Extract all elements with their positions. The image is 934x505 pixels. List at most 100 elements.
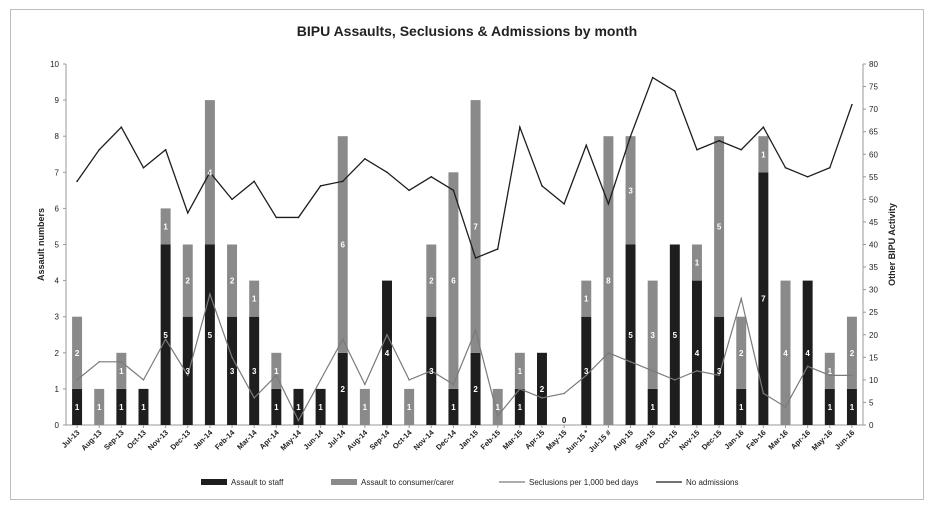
x-tick-label: Oct-15 — [656, 428, 679, 451]
bar-assault-to-consumer — [846, 316, 857, 389]
data-label-staff: 1 — [75, 403, 80, 412]
point-no-admissions — [408, 189, 410, 192]
point-seclusions — [563, 392, 565, 395]
bar-assault-to-consumer — [514, 352, 525, 389]
x-tick-label: Jul-13 — [60, 428, 82, 450]
data-label-consumer: 1 — [274, 367, 279, 376]
data-label-staff: 7 — [761, 295, 766, 304]
data-label-consumer: 1 — [584, 295, 589, 304]
x-tick-label: Nov-13 — [146, 428, 170, 452]
point-seclusions — [209, 293, 211, 295]
y-tick-label: 9 — [55, 96, 60, 105]
bar-assault-to-staff — [824, 388, 835, 425]
x-tick-label: Dec-13 — [168, 428, 192, 452]
data-label-staff: 5 — [628, 331, 633, 340]
bar-assault-to-consumer — [359, 388, 370, 425]
y2-tick-label: 80 — [869, 60, 878, 69]
x-tick-label: Mar-14 — [235, 427, 259, 451]
data-label-staff: 4 — [805, 349, 810, 358]
x-tick-label: Oct-13 — [125, 428, 148, 451]
point-no-admissions — [231, 198, 233, 201]
y-tick-label: 10 — [50, 60, 59, 69]
bar-assault-to-consumer — [470, 100, 481, 353]
point-no-admissions — [806, 176, 809, 178]
bar-assault-to-staff — [581, 316, 592, 425]
data-label-consumer: 1 — [495, 403, 500, 412]
data-label-consumer: 3 — [628, 186, 633, 195]
point-seclusions — [674, 379, 676, 381]
x-tick-label: Apr-16 — [789, 428, 812, 451]
point-no-admissions — [541, 185, 543, 187]
bar-assault-to-staff — [138, 388, 149, 425]
x-tick-label: Jun-14 — [302, 427, 326, 451]
y2-tick-label: 10 — [869, 376, 878, 385]
legend-no-admissions-label: No admissions — [686, 478, 738, 487]
bar-assault-to-staff — [116, 388, 127, 425]
bar-assault-to-staff — [204, 244, 215, 425]
point-no-admissions — [563, 203, 565, 205]
data-label-consumer: 1 — [761, 150, 766, 159]
point-no-admissions — [452, 189, 455, 192]
bar-assault-to-staff — [537, 352, 547, 425]
x-tick-label: Jan-14 — [191, 427, 215, 451]
point-no-admissions — [120, 126, 123, 128]
data-label-consumer: 2 — [850, 349, 855, 358]
y2-tick-label: 50 — [869, 195, 878, 204]
line-seclusions — [76, 292, 852, 422]
y2-tick-label: 40 — [869, 241, 878, 250]
y-tick-label: 3 — [55, 313, 60, 322]
bar-assault-to-consumer — [714, 136, 725, 317]
bar-assault-to-consumer — [227, 244, 238, 317]
bar-assault-to-consumer — [404, 388, 415, 425]
point-seclusions — [629, 361, 632, 363]
x-tick-label: May-14 — [279, 427, 304, 452]
point-seclusions — [585, 374, 588, 377]
point-no-admissions — [98, 148, 101, 151]
point-seclusions — [364, 383, 366, 386]
x-tick-label: Feb-14 — [213, 427, 237, 451]
x-tick-label: Aug-13 — [79, 428, 103, 452]
x-tick-label: Mar-15 — [501, 428, 524, 451]
point-seclusions — [120, 361, 123, 363]
point-no-admissions — [386, 171, 388, 174]
data-label-staff: 1 — [451, 403, 456, 412]
x-tick-label: Apr-14 — [258, 427, 282, 451]
point-seclusions — [851, 374, 853, 377]
data-label-staff: 1 — [274, 403, 279, 412]
bar-assault-to-staff — [625, 244, 636, 425]
point-seclusions — [651, 370, 654, 372]
y-tick-label: 8 — [55, 132, 60, 141]
y2-tick-label: 5 — [869, 398, 874, 407]
bar-assault-to-consumer — [691, 244, 702, 281]
x-tick-label: Feb-16 — [744, 428, 767, 451]
point-seclusions — [452, 383, 455, 386]
point-seclusions — [740, 297, 743, 300]
point-no-admissions — [784, 166, 787, 169]
data-label-staff: 3 — [186, 367, 191, 376]
point-no-admissions — [275, 216, 278, 219]
data-label-staff: 3 — [717, 367, 722, 376]
data-label-consumer: 1 — [252, 295, 257, 304]
bar-assault-to-consumer — [337, 136, 348, 353]
point-no-admissions — [186, 212, 189, 214]
point-no-admissions — [474, 257, 477, 259]
y2-tick-label: 15 — [869, 353, 878, 362]
point-no-admissions — [585, 144, 588, 147]
bar-assault-to-consumer — [448, 172, 459, 389]
x-tick-label: Jun-16 — [833, 428, 856, 451]
y2-axis-title: Other BIPU Activity — [887, 203, 897, 286]
x-tick-label: Apr-15 — [523, 428, 546, 451]
x-tick-label: Jan-15 — [457, 428, 480, 451]
bar-assault-to-staff — [448, 388, 459, 425]
bar-assault-to-consumer — [780, 280, 791, 425]
bar-assault-to-consumer — [647, 280, 658, 389]
data-label-staff: 1 — [296, 403, 301, 412]
point-no-admissions — [762, 126, 765, 128]
x-tick-label: Sep-15 — [633, 428, 657, 452]
data-label-consumer: 2 — [186, 277, 191, 286]
bar-assault-to-staff — [470, 352, 481, 425]
data-label-consumer: 7 — [473, 222, 478, 231]
point-seclusions — [319, 379, 322, 381]
y-tick-label: 5 — [55, 241, 60, 250]
data-label-consumer: 6 — [451, 277, 456, 286]
